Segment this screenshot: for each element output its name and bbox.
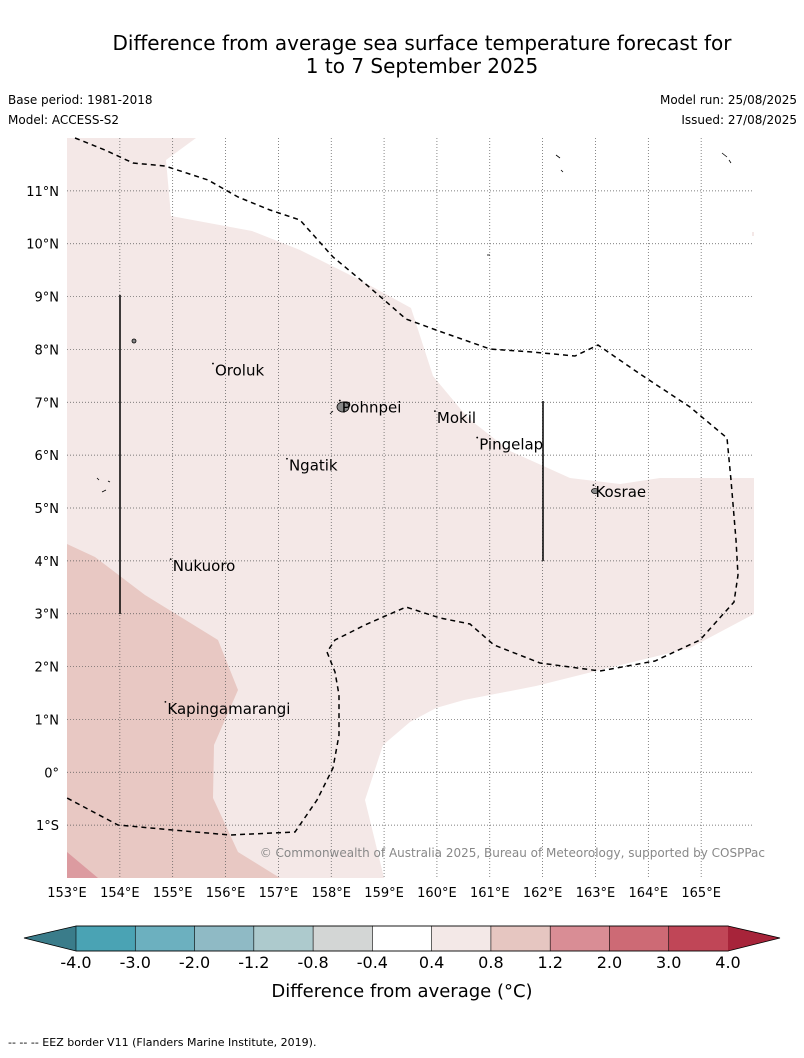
colorbar: -4.0 -3.0 -2.0 -1.2 -0.8 -0.4 0.4 0.8 1.2 2.0 3.0 4…: [23, 925, 781, 1002]
lat-tick-label: 11°N: [26, 185, 59, 200]
island-kosrae: [591, 488, 599, 494]
colorbar-low-extend: [24, 926, 76, 951]
anomaly-region-0.4-0.8-small: [752, 232, 754, 236]
place-marker: [164, 700, 167, 703]
lat-tick-label: 10°N: [26, 238, 59, 253]
copyright-text: © Commonwealth of Australia 2025, Bureau…: [260, 846, 765, 860]
lon-tick-label: 159°E: [364, 886, 404, 901]
title-line-1: Difference from average sea surface temp…: [112, 31, 732, 55]
anomaly-region-0.8-1.2: [67, 544, 280, 878]
lat-tick-label: 7°N: [35, 396, 60, 411]
place-marker: [592, 484, 595, 487]
model-name: Model: ACCESS-S2: [8, 113, 120, 127]
place-label-ngatik: Ngatik: [289, 457, 338, 475]
colorbar-outline: [23, 925, 781, 952]
anomaly-region-1.2-2.0: [67, 852, 98, 878]
place-marker: [476, 436, 479, 439]
lat-tick-label: 9°N: [35, 291, 60, 306]
colorbar-tick: 4.0: [715, 953, 740, 972]
longitude-labels: 153°E 154°E 155°E 156°E 157°E 158°E 159°E 160°E…: [47, 886, 721, 901]
issued-date: Issued: 27/08/2025: [681, 113, 797, 127]
map-title: Difference from average sea surface temp…: [60, 32, 784, 78]
colorbar-segment: [668, 925, 729, 952]
colorbar-tick: 0.8: [478, 953, 503, 972]
lat-tick-label: 8°N: [35, 343, 60, 358]
colorbar-segment: [253, 925, 314, 952]
colorbar-tick: 1.2: [537, 953, 562, 972]
lon-tick-label: 155°E: [153, 886, 193, 901]
place-label-pingelap: Pingelap: [479, 436, 543, 454]
colorbar-segment: [431, 925, 492, 952]
colorbar-segment: [312, 925, 373, 952]
lat-tick-label: 6°N: [35, 449, 60, 464]
colorbar-segment: [490, 925, 551, 952]
colorbar-segment: [372, 925, 433, 952]
colorbar-tick: -0.4: [357, 953, 388, 972]
lon-tick-label: 164°E: [629, 886, 669, 901]
lat-tick-label: 1°S: [36, 819, 59, 834]
place-marker: [338, 399, 341, 402]
colorbar-tick: -3.0: [120, 953, 151, 972]
colorbar-segment: [194, 925, 255, 952]
islet-pohnpei-west: [329, 410, 334, 415]
lon-tick-label: 157°E: [259, 886, 299, 901]
title-line-2: 1 to 7 September 2025: [305, 54, 539, 78]
place-marker: [286, 457, 288, 460]
colorbar-tick: -1.2: [238, 953, 269, 972]
lat-tick-label: 2°N: [35, 661, 60, 676]
place-marker: [169, 558, 172, 561]
islets-north: [555, 152, 732, 173]
colorbar-segment: [549, 925, 611, 952]
lon-tick-label: 162°E: [523, 886, 563, 901]
island-small-west: [131, 338, 137, 344]
place-label-pohnpei: Pohnpei: [342, 399, 402, 417]
lon-tick-label: 154°E: [100, 886, 140, 901]
colorbar-segment: [134, 925, 196, 952]
island-pohnpei: [336, 401, 350, 413]
colorbar-tick: 2.0: [597, 953, 622, 972]
latitude-labels: 11°N 10°N 9°N 8°N 7°N 6°N 5°N 4°N 3°N 2°N 1°N 0° 1°S: [26, 185, 59, 834]
colorbar-high-extend: [728, 926, 780, 951]
lat-tick-label: 1°N: [35, 713, 60, 728]
place-label-kosrae: Kosrae: [595, 483, 646, 501]
lat-tick-label: 0°: [44, 766, 59, 781]
lon-tick-label: 165°E: [681, 886, 721, 901]
lat-tick-label: 3°N: [35, 608, 60, 623]
colorbar-tick: -4.0: [60, 953, 91, 972]
model-run-date: Model run: 25/08/2025: [659, 93, 797, 107]
colorbar-tick: 3.0: [656, 953, 681, 972]
place-label-nukuoro: Nukuoro: [173, 557, 236, 575]
colorbar-segments: [75, 925, 729, 952]
colorbar-segment: [609, 925, 670, 952]
colorbar-tick: -0.8: [297, 953, 328, 972]
lat-tick-label: 5°N: [35, 502, 60, 517]
colorbar-segment: [75, 925, 136, 952]
place-label-oroluk: Oroluk: [215, 362, 264, 380]
lon-tick-label: 153°E: [47, 886, 87, 901]
lon-tick-label: 160°E: [417, 886, 457, 901]
lon-tick-label: 163°E: [576, 886, 616, 901]
eez-footnote: -- -- -- EEZ border V11 (Flanders Marine…: [8, 1036, 317, 1049]
colorbar-tick: -2.0: [179, 953, 210, 972]
place-marker: [434, 410, 436, 413]
anomaly-region-0.4-0.8: [67, 138, 754, 878]
lon-tick-label: 161°E: [470, 886, 510, 901]
lon-tick-label: 158°E: [311, 886, 351, 901]
lat-tick-label: 4°N: [35, 555, 60, 570]
colorbar-tick: 0.4: [419, 953, 444, 972]
lon-tick-label: 156°E: [206, 886, 246, 901]
gridlines: [67, 138, 754, 878]
colorbar-tick-labels: -4.0 -3.0 -2.0 -1.2 -0.8 -0.4 0.4 0.8 1.2 2.0 3.0 4…: [60, 953, 740, 972]
base-period: Base period: 1981-2018: [8, 93, 153, 107]
place-label-mokil: Mokil: [437, 409, 476, 427]
islands: [96, 152, 732, 494]
islets-west: [96, 477, 111, 493]
map-area: [67, 138, 754, 878]
colorbar-label: Difference from average (°C): [271, 981, 532, 1002]
place-marker: [212, 362, 214, 365]
place-label-kapingamarangi: Kapingamarangi: [167, 700, 290, 718]
